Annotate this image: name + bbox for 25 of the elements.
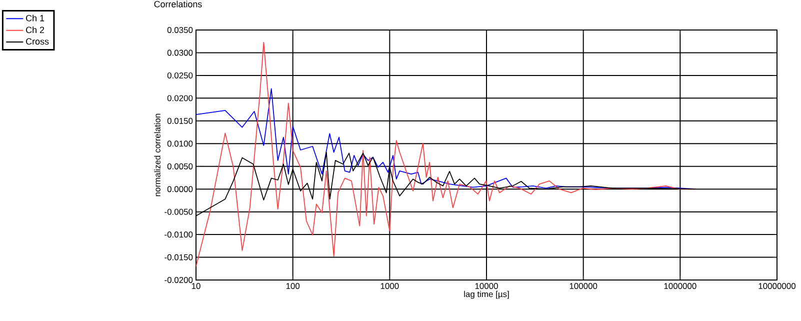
x-tick-label: 10 [192, 283, 200, 290]
y-tick-label: 0.0100 [167, 140, 193, 147]
y-tick-label: 0.0300 [167, 50, 193, 56]
y-tick-label: -0.0050 [164, 208, 193, 215]
y-tick-label: -0.0200 [164, 277, 193, 283]
y-axis-title: normalized correlation [154, 114, 160, 196]
y-tick-label: 0.0000 [167, 186, 193, 192]
x-tick-label: 100000 [570, 283, 598, 290]
legend-label: Ch 2 [26, 26, 44, 34]
x-tick-label: 1000000 [664, 283, 696, 290]
x-axis-title: lag time [µs] [464, 290, 509, 299]
y-tick-label: 0.0250 [167, 72, 193, 78]
x-tick-label: 100 [286, 283, 300, 290]
y-tick-label: 0.0150 [167, 118, 193, 124]
x-tick-label: 1000 [380, 283, 399, 290]
y-tick-label: 0.0200 [167, 95, 193, 102]
legend-label: Ch 1 [26, 14, 44, 22]
y-tick-label: -0.0150 [164, 254, 193, 260]
chart-title: Correlations [154, 0, 202, 8]
y-tick-label: 0.0050 [167, 163, 193, 170]
x-tick-label: 10000000 [758, 283, 796, 290]
y-tick-label: -0.0100 [164, 232, 193, 238]
y-tick-label: 0.0350 [167, 27, 193, 33]
x-tick-label: 10000 [475, 283, 498, 290]
legend-label: Cross [26, 38, 49, 45]
